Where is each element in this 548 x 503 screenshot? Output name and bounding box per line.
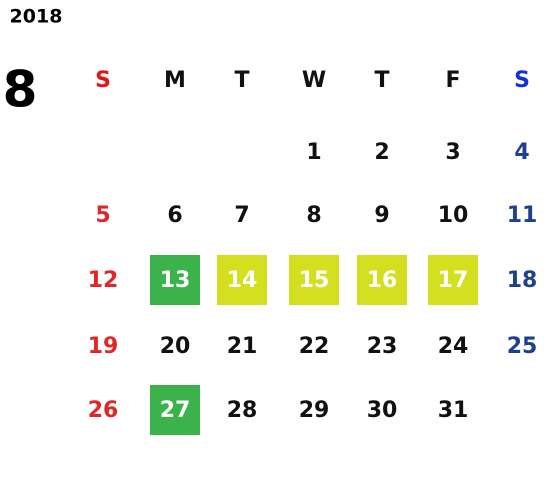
- day-number: 28: [227, 398, 258, 423]
- day-number: 4: [514, 140, 529, 165]
- day-number: 26: [88, 398, 119, 423]
- day-number: 19: [88, 334, 119, 359]
- day-number: 23: [367, 334, 398, 359]
- day-number: 30: [367, 398, 398, 423]
- day-number: 29: [299, 398, 330, 423]
- day-number: 22: [299, 334, 330, 359]
- weekday-label: S: [514, 68, 530, 93]
- day-number: 20: [160, 334, 191, 359]
- weekday-label: F: [445, 68, 460, 93]
- day-number: 5: [95, 203, 110, 228]
- day-number: 24: [438, 334, 469, 359]
- day-number: 31: [438, 398, 469, 423]
- highlight: [289, 255, 339, 305]
- highlight: [428, 255, 478, 305]
- weekday-label: T: [234, 68, 249, 93]
- highlight: [150, 385, 200, 435]
- day-number: 27: [160, 398, 191, 423]
- day-number: 10: [438, 203, 469, 228]
- day-number: 9: [374, 203, 389, 228]
- day-number: 2: [374, 140, 389, 165]
- year: 2018: [10, 6, 63, 28]
- weekday-label: T: [374, 68, 389, 93]
- day-number: 11: [507, 203, 538, 228]
- day-number: 15: [299, 268, 330, 293]
- day-number: 17: [438, 268, 469, 293]
- day-number: 1: [306, 140, 321, 165]
- highlight: [150, 255, 200, 305]
- day-number: 13: [160, 268, 191, 293]
- day-number: 3: [445, 140, 460, 165]
- weekday-label: M: [164, 68, 186, 93]
- day-number: 8: [306, 203, 321, 228]
- day-number: 18: [507, 268, 538, 293]
- weekday-label: W: [302, 68, 326, 93]
- day-number: 7: [234, 203, 249, 228]
- weekday-label: S: [95, 68, 111, 93]
- highlight: [217, 255, 267, 305]
- day-number: 25: [507, 334, 538, 359]
- day-number: 14: [227, 268, 258, 293]
- day-number: 16: [367, 268, 398, 293]
- day-number: 6: [167, 203, 182, 228]
- month: 8: [3, 61, 38, 119]
- highlight: [357, 255, 407, 305]
- day-number: 12: [88, 268, 119, 293]
- day-number: 21: [227, 334, 258, 359]
